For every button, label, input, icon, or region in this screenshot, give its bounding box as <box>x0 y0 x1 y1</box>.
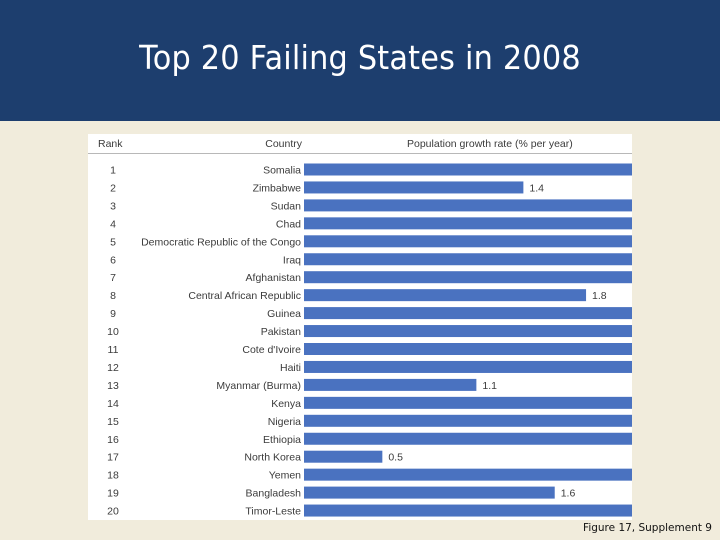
rank-label: 6 <box>110 254 116 266</box>
country-label: Guinea <box>267 308 301 320</box>
bar <box>304 325 632 338</box>
bar <box>304 450 383 463</box>
country-label: Chad <box>276 218 301 230</box>
bar <box>304 504 632 517</box>
country-label: Pakistan <box>261 326 301 338</box>
title-bar <box>0 0 720 121</box>
bar <box>304 378 477 391</box>
value-label: 0.5 <box>388 452 403 464</box>
bar <box>304 468 632 481</box>
value-label: 1.6 <box>561 488 576 500</box>
country-label: Kenya <box>271 398 301 410</box>
country-label: Timor-Leste <box>245 506 301 518</box>
rank-label: 1 <box>110 165 116 177</box>
rank-label: 8 <box>110 290 116 302</box>
rank-label: 11 <box>108 344 119 356</box>
bar <box>304 253 632 266</box>
bar <box>304 217 632 230</box>
country-label: Central African Republic <box>188 290 301 302</box>
rank-label: 18 <box>107 470 119 482</box>
slide-title: Top 20 Failing States in 2008 <box>139 38 581 77</box>
bar <box>304 289 587 302</box>
rank-label: 10 <box>107 326 119 338</box>
rank-label: 14 <box>107 398 119 410</box>
country-label: Democratic Republic of the Congo <box>141 236 301 248</box>
header-growth-rate: Population growth rate (% per year) <box>407 138 573 150</box>
country-label: Iraq <box>283 254 301 266</box>
value-label: 1.4 <box>529 182 544 194</box>
rank-label: 16 <box>107 434 119 446</box>
bar <box>304 360 632 373</box>
figure-source: Figure 17, Supplement 9 <box>583 522 712 534</box>
country-label: Sudan <box>271 200 302 212</box>
bar <box>304 235 632 248</box>
value-label: 1.1 <box>482 380 497 392</box>
bar <box>304 163 632 176</box>
country-label: Bangladesh <box>246 488 302 500</box>
rank-label: 4 <box>110 218 116 230</box>
rank-label: 15 <box>107 416 119 428</box>
bar <box>304 271 632 284</box>
rank-label: 7 <box>110 272 116 284</box>
header-country: Country <box>265 138 303 150</box>
bar <box>304 486 555 499</box>
bar <box>304 432 632 445</box>
country-label: Ethiopia <box>263 434 301 446</box>
country-label: Nigeria <box>268 416 301 428</box>
rank-label: 12 <box>107 362 119 374</box>
bar-chart: Rank Country Population growth rate (% p… <box>88 138 632 518</box>
value-label: 1.8 <box>592 290 607 302</box>
bar <box>304 199 632 212</box>
bar <box>304 181 524 194</box>
rank-label: 13 <box>107 380 119 392</box>
country-label: Myanmar (Burma) <box>216 380 301 392</box>
rank-label: 9 <box>110 308 116 320</box>
country-label: Cote d'Ivoire <box>242 344 301 356</box>
country-label: Afghanistan <box>246 272 302 284</box>
country-label: North Korea <box>244 452 301 464</box>
country-label: Yemen <box>269 470 301 482</box>
rank-label: 3 <box>110 200 116 212</box>
country-label: Haiti <box>280 362 301 374</box>
bar <box>304 307 632 320</box>
bar <box>304 396 632 409</box>
rank-label: 17 <box>107 452 119 464</box>
bar <box>304 343 632 355</box>
country-label: Somalia <box>263 165 301 177</box>
header-rank: Rank <box>98 138 123 150</box>
rank-label: 20 <box>107 506 119 518</box>
country-label: Zimbabwe <box>253 182 302 194</box>
chart-rows: 1Somalia3.02Zimbabwe1.43Sudan2.24Chad2.6… <box>107 163 632 518</box>
bar <box>304 414 632 427</box>
rank-label: 2 <box>110 182 116 194</box>
rank-label: 19 <box>107 488 119 500</box>
rank-label: 5 <box>110 236 116 248</box>
chart-panel: Rank Country Population growth rate (% p… <box>88 134 632 520</box>
